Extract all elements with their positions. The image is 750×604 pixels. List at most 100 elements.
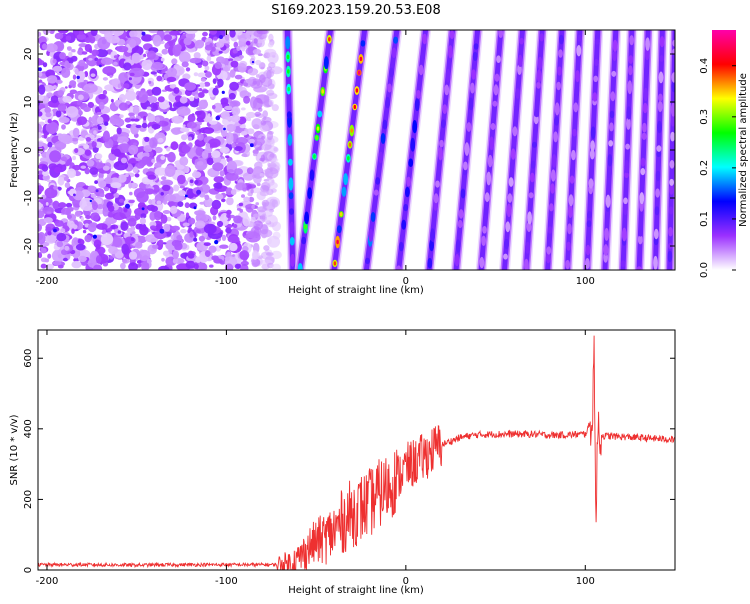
stripe: [499, 30, 528, 270]
noise-speckle: [213, 182, 222, 189]
noise-speckle: [206, 157, 214, 166]
stripe-blob: [550, 183, 555, 194]
stripe-blob: [655, 188, 660, 198]
noise-speckle: [229, 30, 236, 38]
noise-speckle: [253, 228, 260, 237]
stripe-peak: [353, 104, 357, 110]
stripe-blob: [365, 257, 370, 265]
stripe-blob: [641, 132, 647, 140]
noise-speckle: [84, 44, 92, 52]
noise-speck-bright: [189, 179, 194, 184]
noise-speckle: [109, 74, 113, 78]
stripe-blob: [304, 211, 309, 225]
heatmap-y-axis-label: Frequency (Hz): [9, 112, 20, 188]
stripe-blob: [667, 250, 673, 263]
noise-speckle: [266, 237, 272, 245]
noise-speckle: [43, 217, 53, 224]
stripe-blob: [391, 47, 397, 59]
noise-speckle: [50, 95, 59, 104]
noise-speckle: [102, 130, 110, 143]
stripe-peak: [347, 156, 350, 161]
noise-speckle: [219, 170, 225, 177]
noise-speckle: [66, 62, 71, 69]
stripe-blob: [360, 40, 366, 47]
snr-plot-frame: [37, 329, 676, 571]
noise-speckle: [246, 167, 254, 175]
stripe-blob: [603, 244, 609, 256]
noise-speck-bright: [160, 192, 164, 196]
noise-speckle: [116, 45, 129, 53]
noise-speckle: [164, 122, 169, 126]
noise-speckle: [180, 229, 187, 234]
noise-speckle: [199, 82, 206, 88]
noise-speckle: [184, 202, 190, 209]
stripe-blob: [590, 140, 595, 152]
noise-speckle: [226, 209, 232, 215]
noise-speckle: [87, 101, 95, 109]
noise-speckle: [194, 220, 206, 229]
noise-speckle: [187, 253, 195, 259]
noise-speckle: [45, 226, 52, 233]
noise-speckle: [241, 194, 245, 198]
noise-speckle: [253, 213, 260, 218]
stripe-blob: [656, 145, 662, 152]
noise-speckle: [249, 96, 258, 109]
noise-speck-bright: [141, 207, 145, 211]
noise-speckle: [95, 141, 102, 148]
stripe-blob: [448, 45, 453, 59]
stripe-blob: [289, 208, 294, 215]
noise-speckle: [238, 55, 244, 59]
noise-speckle: [143, 115, 147, 121]
stripe: [294, 30, 336, 270]
noise-speckle: [176, 234, 183, 241]
noise-speckle: [76, 116, 88, 125]
stripe-blob: [430, 228, 435, 242]
stripe-blob: [628, 65, 633, 76]
noise-speckle: [160, 214, 168, 224]
stripe-blob: [642, 122, 647, 133]
noise-speckle: [263, 179, 270, 182]
stripe-blob: [645, 37, 650, 51]
noise-speckle: [212, 87, 219, 96]
noise-speckle: [209, 30, 218, 35]
heatmap-y-ticks: -20 -10 0 10 20: [23, 48, 675, 254]
noise-speckle: [216, 220, 224, 228]
noise-speckle: [104, 192, 115, 200]
noise-speckle: [234, 74, 243, 80]
noise-speckle: [204, 65, 210, 71]
noise-speckle: [227, 169, 234, 173]
noise-speckle: [87, 185, 96, 192]
noise-speckle: [185, 67, 191, 72]
noise-speckle: [184, 82, 197, 91]
noise-speckle: [149, 102, 158, 112]
stripe-blob: [593, 75, 599, 83]
noise-speckle: [219, 244, 229, 249]
noise-speckle: [74, 210, 81, 217]
noise-speckle: [118, 102, 129, 111]
noise-speckle: [62, 95, 72, 103]
colorbar-tick-label: 0.0: [699, 262, 710, 278]
stripe-blob: [380, 133, 386, 144]
noise-speckle: [176, 106, 191, 117]
noise-speckle: [216, 56, 225, 64]
noise-speckle: [259, 224, 269, 235]
noise-speckle: [171, 58, 178, 65]
noise-speckle: [58, 116, 70, 124]
noise-speck-bright: [47, 118, 52, 124]
noise-speckle: [80, 165, 87, 169]
noise-speckle: [238, 202, 244, 207]
noise-speckle: [171, 115, 184, 124]
noise-speckle: [136, 95, 140, 100]
noise-speck-bright: [159, 228, 165, 234]
stripe-blob: [449, 30, 455, 39]
noise-speckle: [93, 264, 103, 270]
stripe-blob: [657, 100, 663, 113]
stripe-blob: [657, 120, 662, 134]
noise-speckle: [42, 170, 49, 177]
noise-speckle: [216, 41, 225, 48]
stripe-blob: [567, 223, 572, 235]
stripe-blob: [653, 255, 658, 270]
noise-speckle: [164, 165, 176, 177]
stripe-blob: [587, 211, 592, 219]
stripe-blob: [640, 168, 646, 176]
